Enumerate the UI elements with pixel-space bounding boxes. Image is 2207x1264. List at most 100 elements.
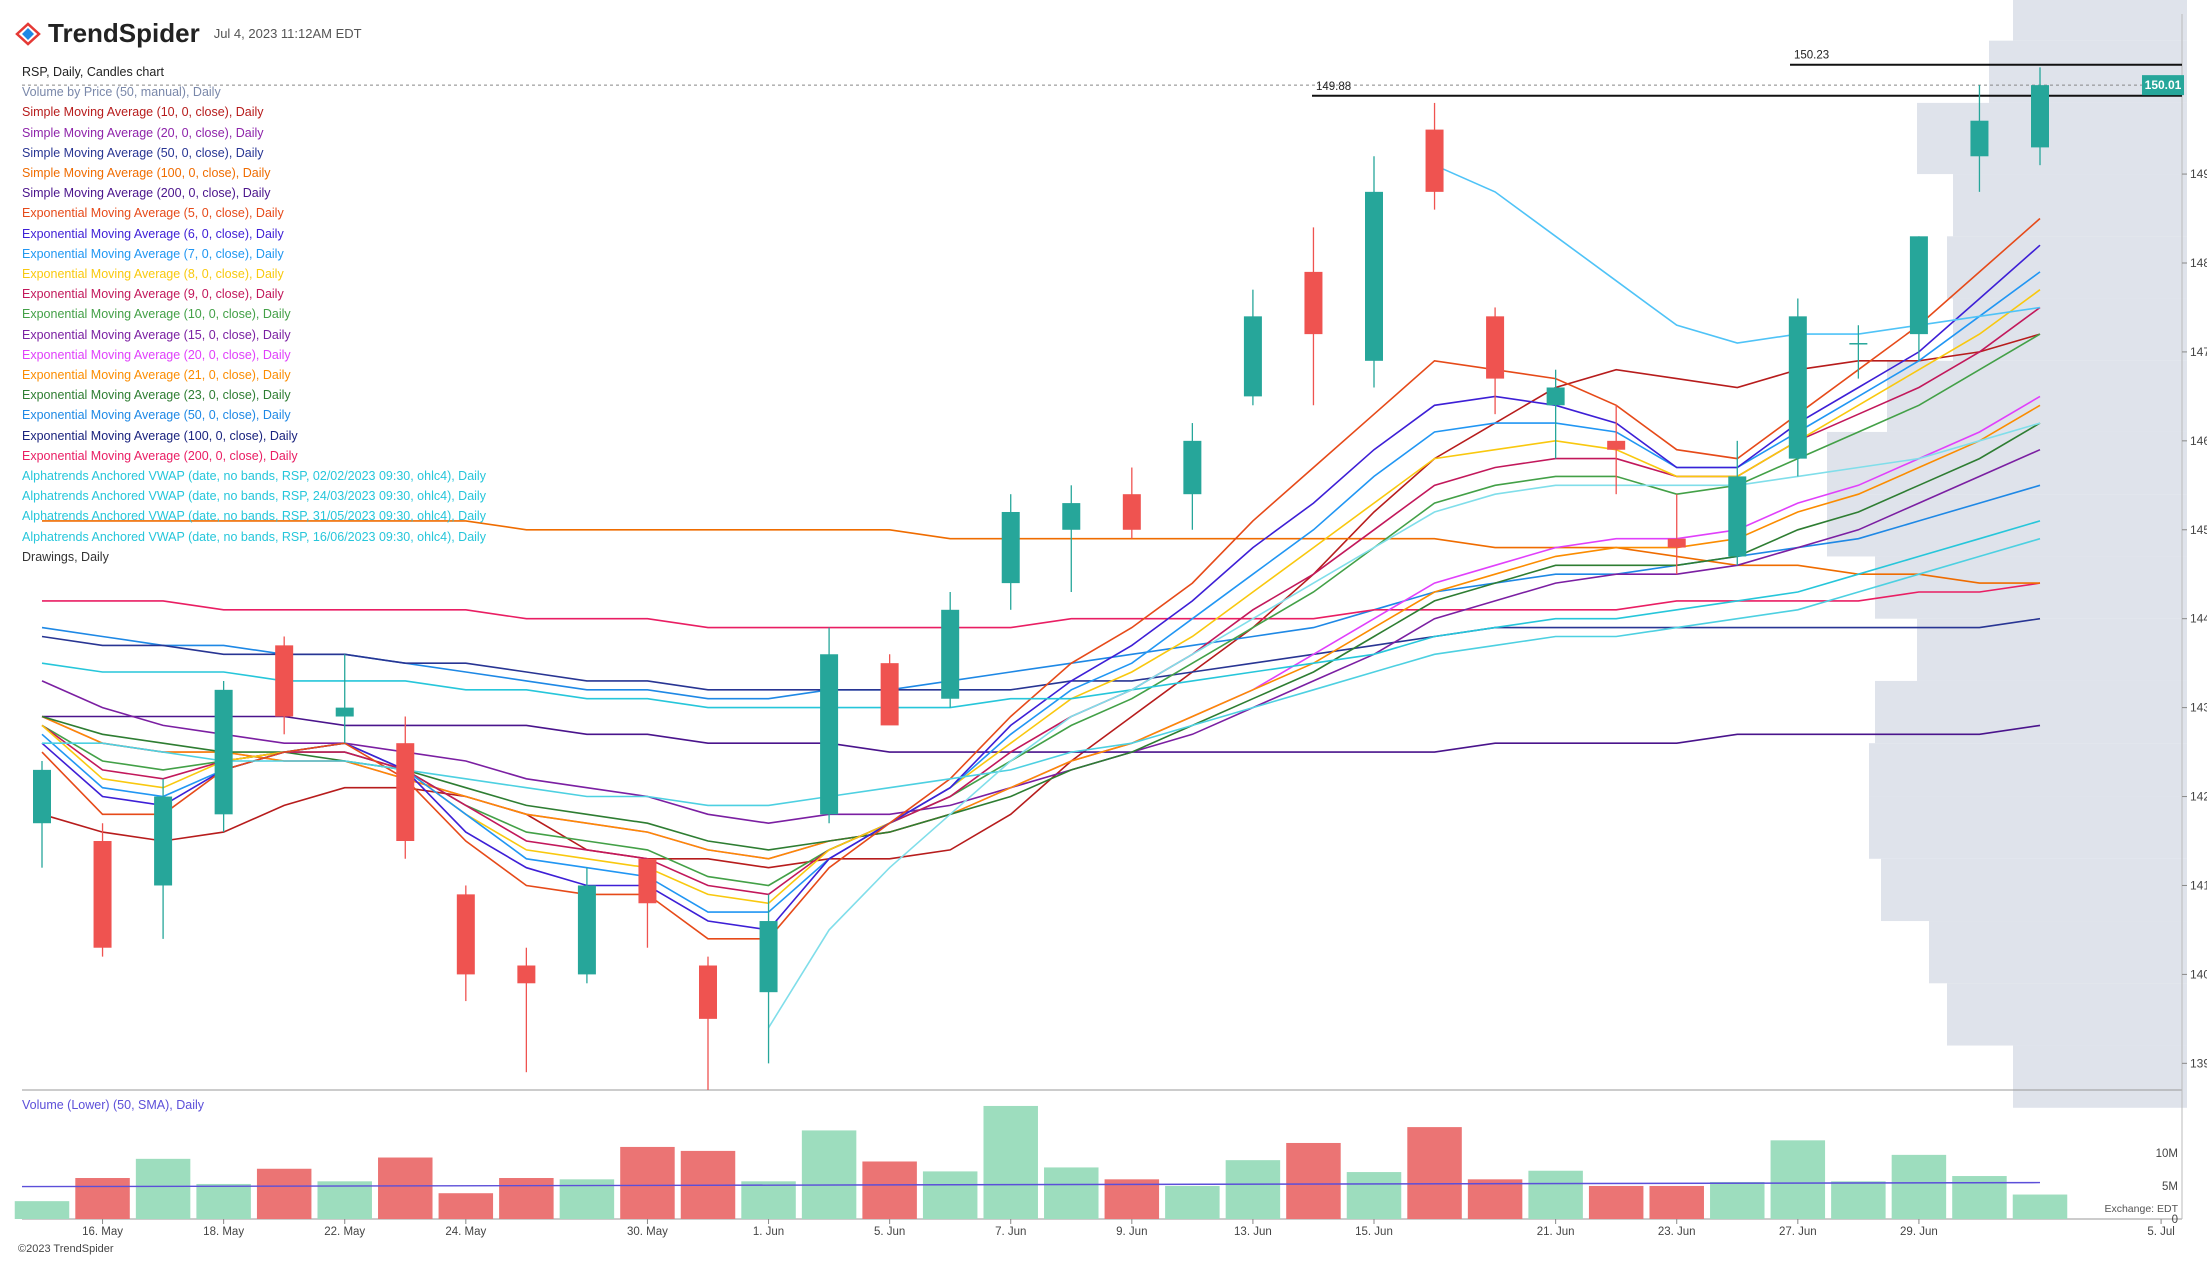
candle-body: [517, 965, 536, 984]
candle-body: [1486, 316, 1505, 379]
candle-body: [1001, 511, 1020, 584]
indicator-line: [41, 244, 2041, 931]
candle-body: [1425, 129, 1444, 192]
legend-entry[interactable]: Exponential Moving Average (7, 0, close)…: [22, 246, 284, 261]
candle-body: [941, 609, 960, 699]
candle-body: [820, 654, 839, 815]
volume-by-price-bar: [1827, 494, 2187, 557]
candle-body: [1365, 191, 1383, 361]
volume-bar: [438, 1193, 494, 1219]
legend-entry[interactable]: Simple Moving Average (200, 0, close), D…: [22, 186, 271, 201]
date-tick-label: 18. May: [203, 1226, 244, 1238]
date-tick-label: 5. Jul: [2147, 1226, 2175, 1238]
price-tick-label: 144.00: [2190, 612, 2207, 626]
legend-entry[interactable]: Exponential Moving Average (200, 0, clos…: [22, 448, 298, 463]
current-price-tag: [2142, 75, 2184, 96]
legend-entry[interactable]: Alphatrends Anchored VWAP (date, no band…: [22, 529, 486, 544]
candle-body: [1607, 440, 1626, 450]
candles-layer[interactable]: [33, 67, 2049, 1090]
legend-entry[interactable]: Exponential Moving Average (9, 0, close)…: [22, 287, 284, 302]
date-tick-label: 23. Jun: [1658, 1226, 1696, 1238]
volume-bar: [620, 1146, 675, 1219]
volume-bar: [1588, 1185, 1644, 1219]
candle-body: [1304, 271, 1323, 335]
legend-items: Volume by Price (50, manual), Daily Simpl…: [22, 82, 486, 567]
indicator-line: [767, 422, 2041, 1029]
volume-bar: [1770, 1140, 1826, 1219]
legend-entry[interactable]: Exponential Moving Average (20, 0, close…: [22, 347, 291, 362]
legend-entry[interactable]: Volume by Price (50, manual), Daily: [22, 85, 221, 100]
volume-bar: [1528, 1170, 1583, 1219]
brand-name: TrendSpider: [48, 18, 200, 48]
legend-entry[interactable]: Exponential Moving Average (10, 0, close…: [22, 307, 291, 322]
legend-entry[interactable]: Simple Moving Average (20, 0, close), Da…: [22, 125, 264, 140]
date-tick-label: 13. Jun: [1234, 1226, 1272, 1238]
candle-body: [154, 796, 173, 886]
date-tick-label: 15. Jun: [1355, 1226, 1393, 1238]
candle-body: [1788, 316, 1807, 459]
indicator-line: [41, 217, 2041, 940]
indicator-lines-layer: [41, 164, 2041, 1029]
legend-entry[interactable]: Alphatrends Anchored VWAP (date, no band…: [22, 509, 486, 524]
volume-bar: [922, 1171, 978, 1219]
candle-body: [214, 689, 233, 815]
indicator-line: [42, 537, 2041, 807]
indicator-line: [41, 404, 2041, 860]
volume-bar: [196, 1183, 251, 1219]
legend-entry[interactable]: Exponential Moving Average (50, 0, close…: [22, 408, 291, 423]
legend-entry[interactable]: Exponential Moving Average (21, 0, close…: [22, 368, 291, 383]
legend-entry[interactable]: Exponential Moving Average (5, 0, close)…: [22, 206, 284, 221]
legend-entry[interactable]: Exponential Moving Average (23, 0, close…: [22, 388, 291, 403]
legend-entry[interactable]: Simple Moving Average (50, 0, close), Da…: [22, 145, 264, 160]
volume-bar: [1407, 1127, 1462, 1219]
legend-entry[interactable]: Exponential Moving Average (15, 0, close…: [22, 327, 291, 342]
date-tick-label: 27. Jun: [1779, 1226, 1817, 1238]
legend-entry[interactable]: Exponential Moving Average (6, 0, close)…: [22, 226, 284, 241]
legend-entry[interactable]: Simple Moving Average (10, 0, close), Da…: [22, 105, 264, 120]
indicator-line: [41, 617, 2041, 691]
volume-bar: [2012, 1194, 2068, 1219]
volume-bar: [378, 1157, 433, 1219]
volume-bar: [1044, 1167, 1099, 1219]
copyright: ©2023 TrendSpider: [18, 1243, 114, 1255]
volume-pane-title: Volume (Lower) (50, SMA), Daily: [22, 1098, 205, 1112]
legend-entry[interactable]: Exponential Moving Average (8, 0, close)…: [22, 267, 284, 282]
volume-bar: [1467, 1179, 1523, 1219]
indicator-line: [41, 520, 2041, 709]
price-tick-label: 140.00: [2190, 967, 2207, 981]
header: TrendSpider Jul 4, 2023 11:12AM EDT: [14, 18, 362, 49]
legend-entry[interactable]: Drawings, Daily: [22, 549, 109, 564]
axes-layer: 139.00 140.00 141.00 142.00 143.00 144.00 145.…: [82, 75, 2207, 1238]
date-tick-label: 9. Jun: [1116, 1226, 1147, 1238]
horizontal-level-label: 149.88: [1316, 81, 1351, 93]
volume-sma-line: [21, 1181, 2041, 1188]
indicator-line: [1434, 164, 2041, 344]
date-tick-label: 21. Jun: [1537, 1226, 1575, 1238]
legend-entry[interactable]: Simple Moving Average (100, 0, close), D…: [22, 166, 271, 181]
date-tick-label: 5. Jun: [874, 1226, 905, 1238]
exchange-label: Exchange: EDT: [2104, 1203, 2178, 1215]
volume-bar: [741, 1181, 796, 1219]
volume-bar: [801, 1130, 857, 1219]
volume-by-price-bar: [1953, 298, 2187, 361]
price-tick-label: 149.00: [2190, 167, 2207, 181]
candle-body: [1909, 236, 1928, 335]
date-tick-label: 29. Jun: [1900, 1226, 1938, 1238]
legend-entry[interactable]: Exponential Moving Average (100, 0, clos…: [22, 428, 298, 443]
candle-body: [93, 841, 112, 948]
date-tick-label: 22. May: [324, 1226, 365, 1238]
volume-pane: 10M 5M 0 Volume (Lower) (50, SMA), Daily Exc…: [14, 1098, 2179, 1226]
date-tick-label: 7. Jun: [995, 1226, 1026, 1238]
volume-by-price-bar: [2013, 0, 2187, 41]
indicator-line: [42, 715, 2041, 753]
legend-entry[interactable]: Alphatrends Anchored VWAP (date, no band…: [22, 489, 486, 504]
legend-entry[interactable]: Alphatrends Anchored VWAP (date, no band…: [22, 469, 486, 484]
volume-tick-label: 10M: [2156, 1148, 2178, 1160]
volume-by-price-bar: [1881, 858, 2187, 922]
header-datetime: Jul 4, 2023 11:12AM EDT: [213, 26, 362, 41]
volume-tick-label: 0: [2172, 1214, 2178, 1226]
candle-body: [1667, 538, 1686, 548]
candle-body: [1849, 343, 1868, 345]
